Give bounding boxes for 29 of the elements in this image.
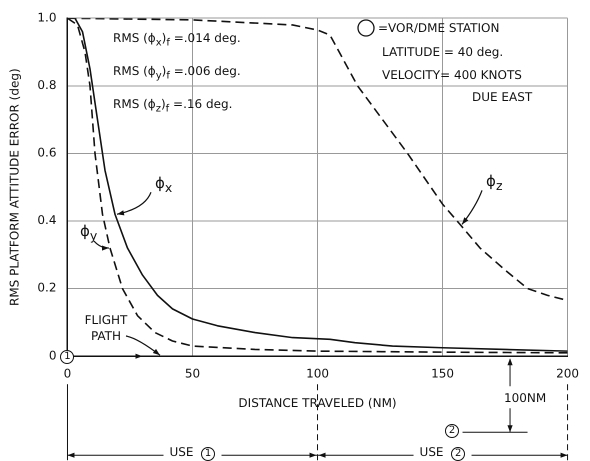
text: 100NM xyxy=(504,391,546,405)
series-label: ϕ$_{y}$ xyxy=(80,222,98,244)
y-tick-label: 0.8 xyxy=(37,78,56,92)
annotation: VELOCITY= 400 KNOTS xyxy=(382,68,522,82)
text: 2 xyxy=(445,424,459,438)
y-tick-label: 0 xyxy=(48,348,56,362)
y-axis-title: RMS PLATFORM ATTITUDE ERROR (deg) xyxy=(7,68,22,306)
text: ϕ$_{z}$ xyxy=(486,172,502,194)
y-tick-label: 0.4 xyxy=(37,213,56,228)
x-axis-title: DISTANCE TRAVELED (NM) xyxy=(238,396,397,410)
annotation: DUE EAST xyxy=(472,90,532,104)
x-tick-label: 0 xyxy=(64,366,72,381)
text: ϕ$_{x}$ xyxy=(154,174,172,196)
x-tick-label: 100 xyxy=(306,366,329,381)
annotation: LATITUDE = 40 deg. xyxy=(382,45,504,59)
annotation: FLIGHT PATH xyxy=(84,312,128,344)
x-tick-label: 200 xyxy=(556,366,579,381)
annotation: RMS (ϕ$_{y}$)$_{f}$ =.006 deg. xyxy=(113,64,241,82)
text: USE 1 xyxy=(169,444,212,460)
annotation: =VOR/DME STATION xyxy=(378,21,500,35)
y-tick-label: 0.6 xyxy=(37,146,56,160)
y-tick-label: 1.0 xyxy=(37,10,56,24)
x-tick-label: 150 xyxy=(431,366,454,381)
annotation: 1 xyxy=(60,350,74,364)
annotation: RMS (ϕ$_{z}$)$_{f}$ =.16 deg. xyxy=(113,97,232,114)
y-tick-label: 0.2 xyxy=(37,280,56,295)
annotation: RMS (ϕ$_{x}$)$_{f}$ =.014 deg. xyxy=(113,31,241,48)
x-tick-label: 50 xyxy=(184,366,200,381)
text: USE 2 xyxy=(420,444,462,460)
